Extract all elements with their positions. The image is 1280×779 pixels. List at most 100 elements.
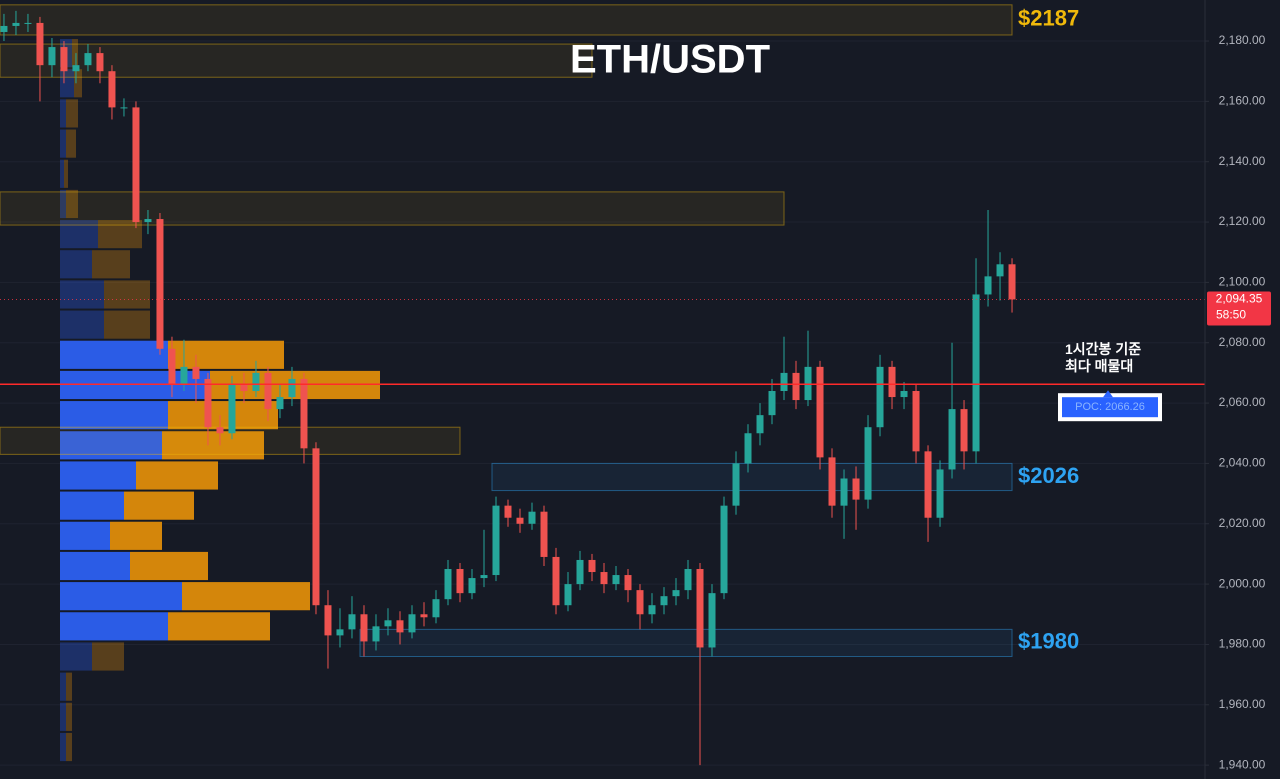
profile-buy-bar xyxy=(60,401,168,430)
candle-body xyxy=(636,590,644,615)
candle-body xyxy=(312,448,320,606)
price-zone xyxy=(359,628,1013,658)
candle-body xyxy=(948,409,956,470)
candle-body xyxy=(960,409,968,452)
candle-body xyxy=(204,378,212,428)
profile-buy-bar xyxy=(60,582,182,611)
profile-buy-bar xyxy=(60,431,162,460)
y-tick-label: 2,080.00 xyxy=(1219,335,1266,349)
candle-body xyxy=(96,53,104,72)
candle-body xyxy=(996,264,1004,277)
countdown: 58:50 xyxy=(1216,308,1246,322)
candle-body xyxy=(408,614,416,633)
profile-sell-bar xyxy=(136,461,218,490)
profile-buy-bar xyxy=(60,521,110,550)
profile-buy-bar xyxy=(60,220,98,249)
profile-buy-bar xyxy=(60,551,130,581)
candle-body xyxy=(60,47,68,72)
profile-sell-bar xyxy=(124,491,194,520)
candle-body xyxy=(840,478,848,506)
candle-body xyxy=(120,107,128,109)
profile-sell-bar xyxy=(64,159,68,188)
profile-sell-bar xyxy=(66,702,72,731)
profile-buy-bar xyxy=(60,732,66,762)
last-price-tag xyxy=(1207,291,1271,326)
candle-body xyxy=(48,47,56,66)
candle-body xyxy=(792,372,800,401)
candle-body xyxy=(444,569,452,600)
profile-sell-bar xyxy=(66,129,76,158)
candle-body xyxy=(780,372,788,392)
candle-body xyxy=(564,584,572,606)
profile-buy-bar xyxy=(60,370,210,400)
y-tick-label: 1,960.00 xyxy=(1219,697,1266,711)
candle-body xyxy=(696,569,704,648)
profile-buy-bar xyxy=(60,280,104,309)
candle-body xyxy=(660,596,668,606)
candle-body xyxy=(1008,264,1016,300)
profile-sell-bar xyxy=(72,39,78,68)
profile-buy-bar xyxy=(60,250,92,279)
candle-body xyxy=(612,575,620,585)
profile-buy-bar xyxy=(60,340,168,369)
candle-body xyxy=(420,614,428,618)
candle-body xyxy=(132,107,140,223)
chart-title: ETH/USDT xyxy=(570,38,770,82)
poc-label: POC: 2066.26 xyxy=(1075,401,1145,413)
profile-sell-bar xyxy=(104,280,150,309)
candle-body xyxy=(528,511,536,524)
y-tick-label: 1,980.00 xyxy=(1219,637,1266,651)
candle-body xyxy=(900,391,908,398)
y-tick-label: 2,000.00 xyxy=(1219,576,1266,590)
profile-sell-bar xyxy=(74,69,82,98)
candle-body xyxy=(852,478,860,500)
profile-buy-bar xyxy=(60,310,104,339)
profile-sell-bar xyxy=(98,220,142,249)
profile-buy-bar xyxy=(60,642,92,671)
y-tick-label: 2,160.00 xyxy=(1219,94,1266,108)
profile-sell-bar xyxy=(182,582,310,611)
profile-sell-bar xyxy=(130,551,208,581)
candle-body xyxy=(720,505,728,594)
candle-body xyxy=(180,366,188,385)
candle-body xyxy=(672,590,680,597)
candle-body xyxy=(504,505,512,518)
candle-body xyxy=(912,391,920,452)
candle-body xyxy=(936,469,944,518)
profile-sell-bar xyxy=(92,642,124,671)
candle-body xyxy=(84,53,92,66)
profile-sell-bar xyxy=(66,732,72,762)
candle-body xyxy=(264,372,272,410)
candle-body xyxy=(684,569,692,591)
profile-sell-bar xyxy=(162,431,264,460)
zone-label: $2026 xyxy=(1018,463,1079,488)
candle-body xyxy=(516,517,524,524)
candle-body xyxy=(360,614,368,642)
profile-sell-bar xyxy=(66,672,72,701)
candle-body xyxy=(600,572,608,585)
profile-buy-bar xyxy=(60,189,66,219)
profile-sell-bar xyxy=(92,250,130,279)
zone-label: $1980 xyxy=(1018,629,1079,654)
profile-buy-bar xyxy=(60,461,136,490)
candle-body xyxy=(0,25,8,32)
poc-annotation: 1시간봉 기준 xyxy=(1065,341,1141,357)
candle-body xyxy=(864,427,872,500)
candle-body xyxy=(816,366,824,458)
profile-sell-bar xyxy=(66,99,78,128)
y-tick-label: 2,140.00 xyxy=(1219,154,1266,168)
candle-body xyxy=(12,22,20,26)
candle-body xyxy=(624,575,632,591)
candle-body xyxy=(648,605,656,615)
candle-body xyxy=(396,620,404,633)
profile-buy-bar xyxy=(60,612,168,641)
candle-body xyxy=(744,433,752,464)
y-tick-label: 1,940.00 xyxy=(1219,757,1266,771)
candle-body xyxy=(588,559,596,573)
profile-sell-bar xyxy=(66,189,78,219)
candle-body xyxy=(492,505,500,576)
candle-body xyxy=(228,384,236,434)
profile-sell-bar xyxy=(168,612,270,641)
candle-body xyxy=(984,276,992,295)
y-tick-label: 2,180.00 xyxy=(1219,33,1266,47)
